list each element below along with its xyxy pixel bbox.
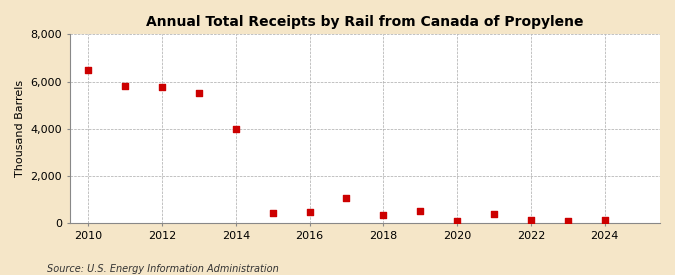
Point (230, 126, 241, 131)
Point (452, 219, 462, 224)
Point (304, 210, 315, 215)
Point (341, 196, 352, 200)
Point (83, 68, 94, 72)
Point (157, 85, 167, 90)
Text: Source: U.S. Energy Information Administration: Source: U.S. Energy Information Administ… (47, 264, 279, 274)
Point (599, 218, 610, 222)
Point (194, 91, 205, 95)
Point (415, 209, 426, 213)
Y-axis label: Thousand Barrels: Thousand Barrels (15, 80, 25, 177)
Point (489, 212, 500, 217)
Point (119, 84, 130, 89)
Point (562, 219, 573, 223)
Title: Annual Total Receipts by Rail from Canada of Propylene: Annual Total Receipts by Rail from Canad… (146, 15, 584, 29)
Point (526, 217, 537, 222)
Point (267, 211, 278, 215)
Point (378, 213, 389, 217)
